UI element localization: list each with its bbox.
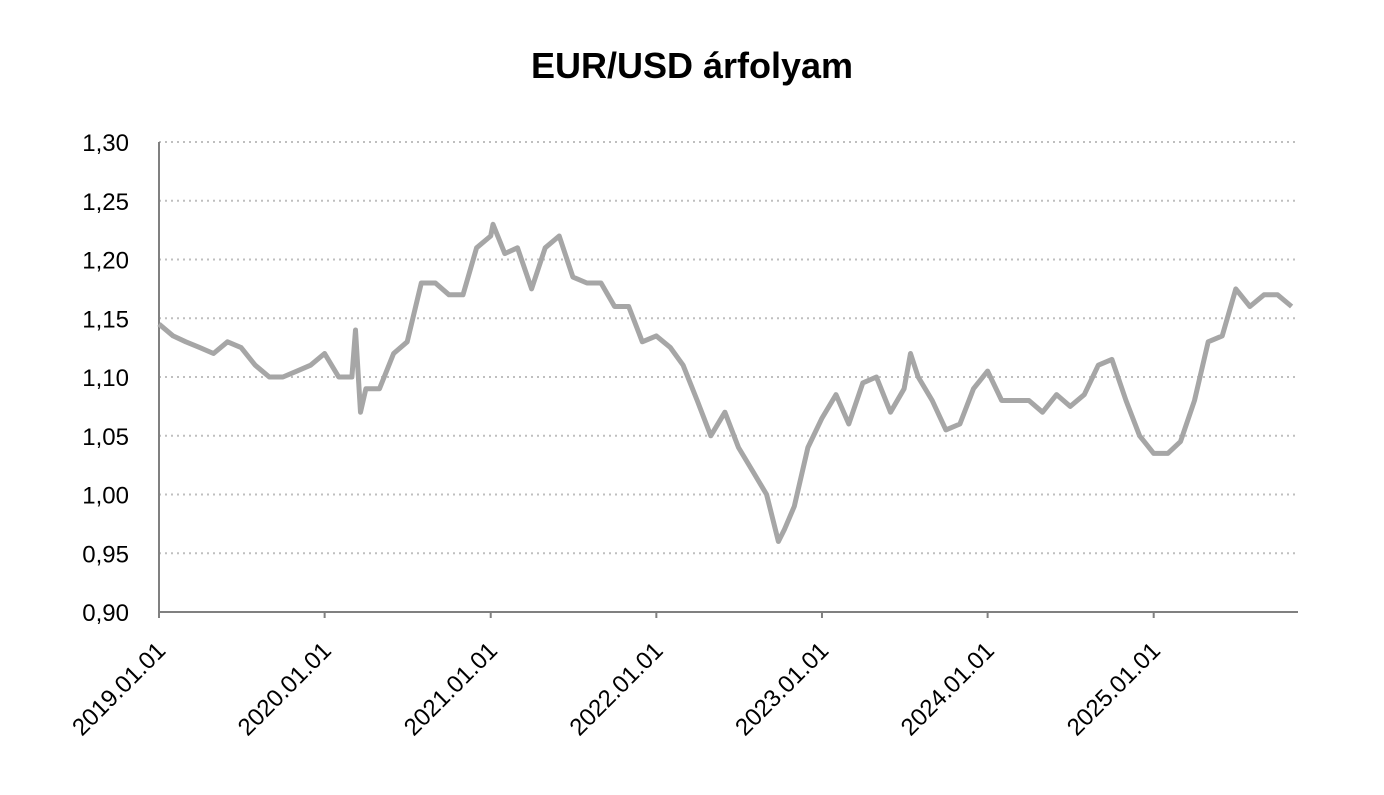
y-tick-label: 1,25	[82, 189, 129, 216]
x-tick-label: 2019.01.01	[67, 637, 171, 741]
y-tick-label: 1,30	[82, 130, 129, 157]
y-tick-label: 1,10	[82, 365, 129, 392]
x-tick-label: 2024.01.01	[896, 637, 1000, 741]
y-tick-label: 1,00	[82, 483, 129, 510]
y-tick-label: 1,15	[82, 306, 129, 333]
y-tick-label: 1,20	[82, 248, 129, 275]
x-tick-label: 2020.01.01	[233, 637, 337, 741]
y-tick-label: 0,95	[82, 541, 129, 568]
y-tick-label: 1,05	[82, 424, 129, 451]
y-tick-label: 0,90	[82, 600, 129, 627]
price-line	[157, 221, 1294, 544]
x-tick-label: 2022.01.01	[565, 637, 669, 741]
chart-title: EUR/USD árfolyam	[531, 45, 853, 86]
x-tick-label: 2021.01.01	[399, 637, 503, 741]
x-tick-label: 2025.01.01	[1062, 637, 1166, 741]
x-tick-label: 2023.01.01	[730, 637, 834, 741]
